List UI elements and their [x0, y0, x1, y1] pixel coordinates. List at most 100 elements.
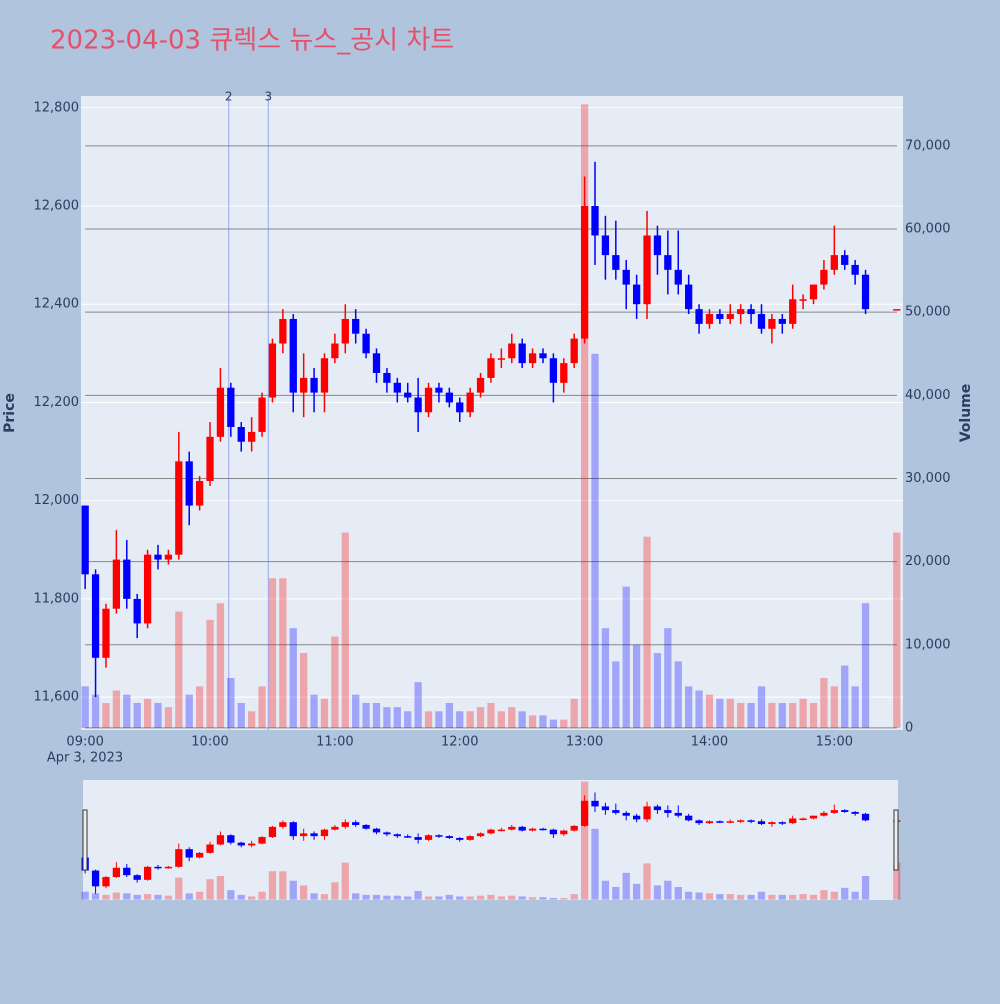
- mini-volume-bar: [466, 896, 474, 900]
- mini-candle-body: [643, 806, 651, 820]
- candle-body: [268, 343, 277, 398]
- mini-volume-bar: [81, 891, 89, 900]
- volume-bar: [820, 678, 828, 728]
- mini-volume-bar: [185, 893, 193, 900]
- candle-body: [528, 353, 537, 364]
- volume-bar: [248, 711, 256, 728]
- volume-bar: [456, 711, 464, 728]
- candle-body: [424, 387, 433, 413]
- mini-volume-bar: [102, 894, 110, 900]
- y-tick-label: 12,800: [34, 100, 80, 115]
- volume-bar: [164, 707, 173, 728]
- volume-bar: [352, 694, 360, 728]
- candle-body: [622, 269, 630, 285]
- mini-candle-body: [289, 822, 297, 837]
- candle-body: [362, 333, 370, 354]
- y2-tick-label: 70,000: [905, 138, 951, 153]
- mini-volume-bar: [601, 880, 610, 900]
- mini-volume-bar: [248, 896, 256, 900]
- mini-candle-body: [91, 870, 100, 887]
- mini-candle-body: [195, 852, 204, 858]
- mini-candle-body: [737, 820, 745, 822]
- volume-bar: [206, 619, 214, 728]
- mini-candle-body: [331, 826, 339, 830]
- volume-bar: [747, 702, 755, 728]
- candle-body: [185, 461, 193, 506]
- mini-volume-bar: [300, 885, 308, 900]
- candle-body: [102, 608, 110, 658]
- mini-volume-bar: [279, 871, 287, 900]
- mini-volume-bar: [757, 891, 766, 900]
- mini-volume-bar: [539, 897, 547, 900]
- volume-bar: [143, 698, 152, 728]
- range-handle[interactable]: [893, 809, 899, 871]
- volume-bar: [570, 698, 578, 728]
- volume-bar: [841, 665, 849, 728]
- mini-volume-bar: [726, 894, 734, 900]
- x-tick-label: 09:00: [66, 735, 103, 750]
- candle-body: [248, 431, 256, 442]
- plot-area: [81, 96, 903, 730]
- candle-body: [154, 554, 162, 560]
- mini-candle-body: [268, 826, 277, 838]
- mini-volume-bar: [195, 891, 204, 900]
- mini-candle-body: [497, 829, 506, 832]
- range-handle[interactable]: [82, 809, 88, 871]
- y2-tick-label: 10,000: [905, 637, 951, 652]
- mini-volume-bar: [143, 894, 152, 900]
- mini-candle-body: [809, 815, 818, 819]
- candle-body: [456, 402, 464, 413]
- mini-volume-bar: [404, 896, 412, 900]
- candle-body: [300, 377, 308, 393]
- volume-bar: [341, 532, 349, 728]
- volume-bar: [580, 104, 589, 728]
- mini-candle-body: [830, 810, 838, 813]
- mini-volume-bar: [320, 894, 329, 900]
- mini-candle-body: [445, 836, 453, 839]
- volume-bar: [622, 586, 630, 728]
- y2-tick-label: 50,000: [905, 305, 951, 320]
- mini-candle-body: [185, 849, 193, 858]
- volume-bar: [539, 715, 547, 728]
- mini-candle-body: [851, 811, 859, 814]
- mini-candle-body: [466, 836, 474, 840]
- volume-bar: [289, 628, 297, 728]
- volume-bar: [279, 578, 287, 728]
- volume-bar: [445, 702, 453, 728]
- mini-candle-body: [757, 821, 766, 825]
- candle-body: [841, 255, 849, 265]
- mini-candle-body: [580, 800, 589, 826]
- y-tick-label: 12,200: [34, 395, 80, 410]
- candle-body: [716, 314, 724, 319]
- candle-body: [809, 284, 818, 300]
- mini-candle-body: [476, 833, 485, 837]
- mini-candle-body: [820, 812, 828, 816]
- mini-volume-bar: [560, 898, 568, 900]
- candle-body: [497, 358, 506, 360]
- candle-body: [352, 318, 360, 334]
- candle-body: [466, 392, 474, 413]
- mini-volume-bar: [674, 887, 682, 900]
- volume-bar: [372, 702, 381, 728]
- mini-volume-bar: [310, 893, 318, 900]
- y2-axis-title: Volume: [958, 384, 974, 443]
- volume-bar: [809, 702, 818, 728]
- y2-tick-label: 30,000: [905, 471, 951, 486]
- volume-bar: [549, 719, 558, 728]
- mini-volume-bar: [154, 894, 162, 900]
- range-slider[interactable]: [83, 780, 898, 900]
- mini-volume-bar: [653, 885, 662, 900]
- annotation-label: 3: [264, 90, 272, 104]
- volume-bar: [320, 698, 329, 728]
- mini-candle-body: [549, 829, 558, 835]
- candle-body: [331, 343, 339, 359]
- volume-bar: [716, 698, 724, 728]
- mini-volume-bar: [258, 891, 266, 900]
- mini-volume-bar: [123, 893, 131, 900]
- mini-volume-bar: [664, 880, 672, 900]
- candle-body: [227, 387, 235, 427]
- volume-bar: [518, 711, 526, 728]
- mini-volume-bar: [352, 893, 360, 900]
- mini-candle-body: [705, 821, 714, 824]
- mini-candle-body: [799, 818, 807, 820]
